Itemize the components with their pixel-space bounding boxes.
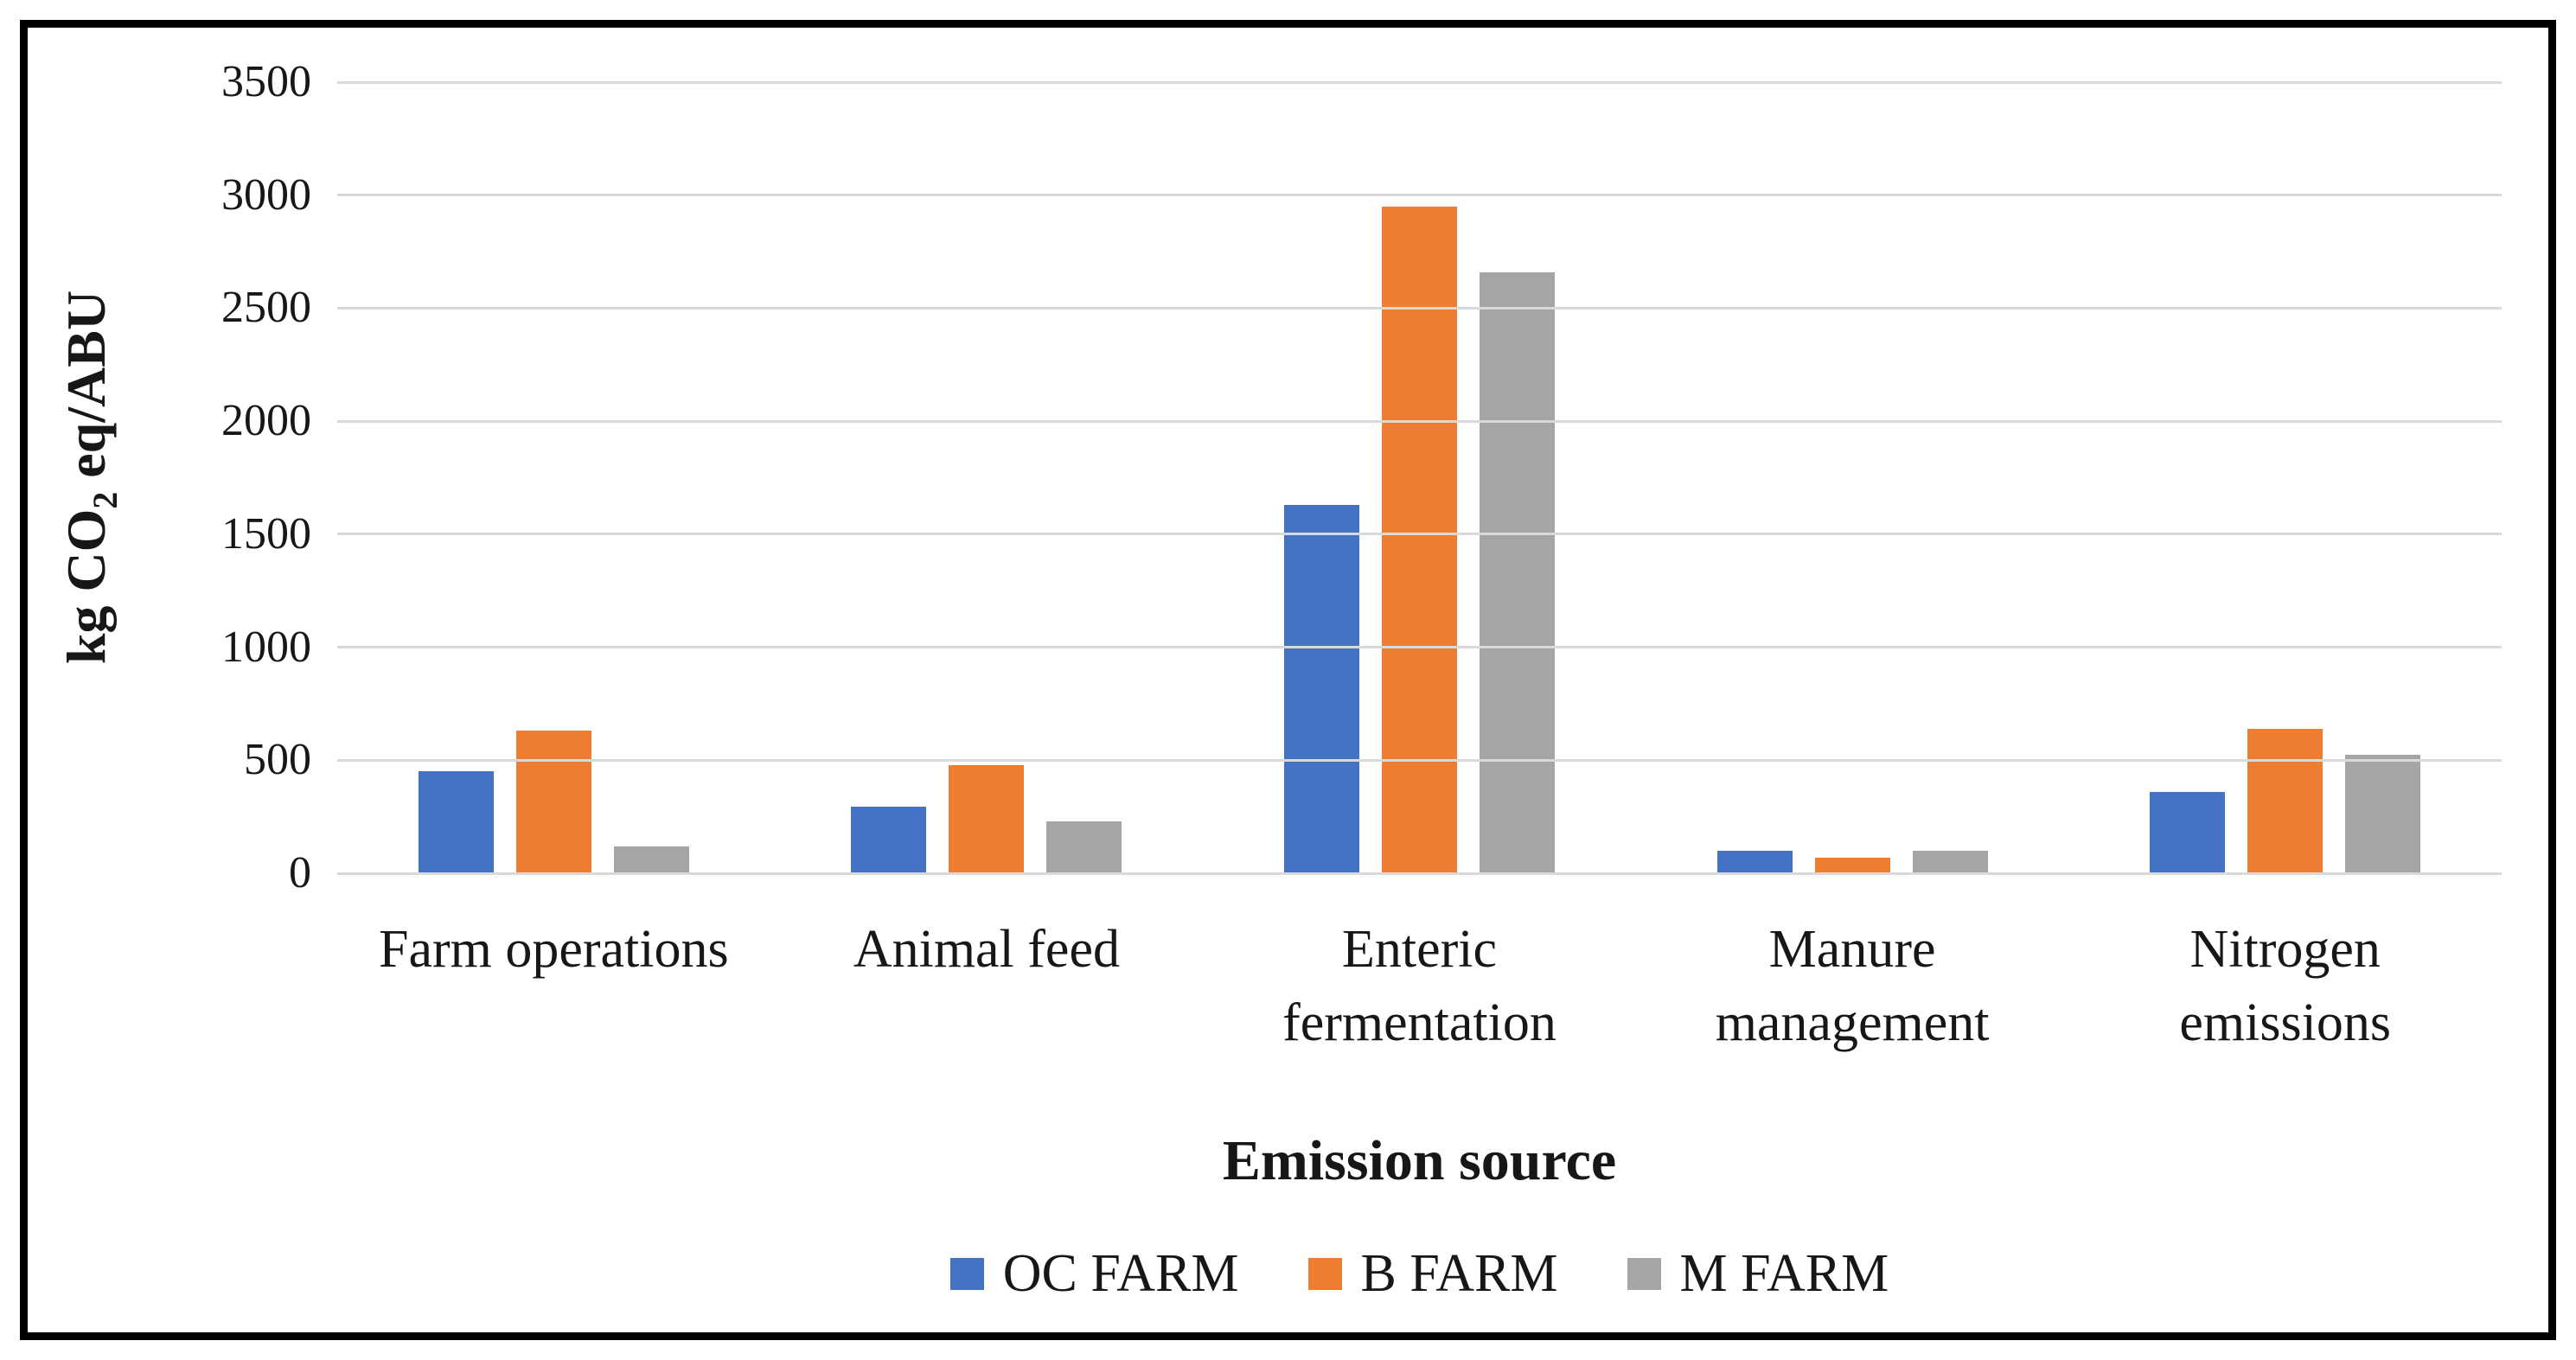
bar-b-farm-manure-management [1814,858,1890,873]
gridline-500 [337,758,2502,762]
bar-m-farm-animal-feed [1046,821,1122,873]
legend-swatch-b-farm [1307,1258,1342,1290]
legend-label-m-farm: M FARM [1679,1244,1889,1303]
y-axis-tick-label: 3500 [221,57,311,106]
y-axis-tick-label: 2500 [221,283,311,333]
category-label-animal-feed: Animal feed [853,920,1120,979]
category-label-manure-management: Manure management [1715,920,1990,1052]
bar-group-enteric-fermentation [1203,82,1636,873]
y-axis-title-subscript: 2 [86,491,125,509]
y-axis-tick-label: 2000 [221,396,311,446]
bar-m-farm-enteric-fermentation [1479,272,1555,873]
gridline-3000 [337,194,2502,197]
category-label-farm-operations: Farm operations [378,920,729,979]
bar-group-animal-feed [770,82,1204,873]
y-axis-tick-label: 500 [244,735,311,785]
bar-group-nitrogen-emissions [2068,82,2502,873]
y-axis-tick-label: 0 [289,848,311,897]
x-axis-title: Emission source [1222,1129,1617,1192]
bar-groups [337,82,2502,873]
category-label-enteric-fermentation: Enteric fermentation [1282,920,1556,1052]
legend-label-b-farm: B FARM [1360,1244,1558,1303]
bar-m-farm-farm-operations [613,846,689,873]
bar-oc-farm-manure-management [1716,851,1793,873]
bar-b-farm-enteric-fermentation [1381,207,1457,873]
legend-swatch-oc-farm [949,1258,984,1290]
category-label-nitrogen-emissions: Nitrogen emissions [2179,920,2391,1052]
bar-oc-farm-animal-feed [851,807,927,873]
bar-group-manure-management [1636,82,2069,873]
gridline-1500 [337,533,2502,536]
bar-oc-farm-farm-operations [418,771,494,873]
bar-b-farm-animal-feed [949,765,1025,873]
bar-m-farm-manure-management [1912,851,1988,873]
gridline-3500 [337,80,2502,84]
legend-item-b-farm: B FARM [1307,1243,1558,1305]
plot-area [337,80,2502,875]
gridline-2000 [337,419,2502,423]
gridline-2500 [337,306,2502,310]
bar-m-farm-nitrogen-emissions [2345,755,2421,873]
y-axis-title: kg CO2 eq/ABU [54,291,125,664]
y-axis-tick-label: 3000 [221,169,311,220]
legend: OC FARM B FARM M FARM [337,1243,2502,1305]
x-axis-labels: Farm operations Animal feed Enteric fermen… [337,913,2502,1060]
bar-b-farm-farm-operations [515,731,591,873]
gridline-1000 [337,646,2502,649]
y-axis-tick-label: 1500 [221,508,311,559]
bar-oc-farm-nitrogen-emissions [2150,792,2226,873]
bar-b-farm-nitrogen-emissions [2247,729,2324,873]
legend-swatch-m-farm [1627,1258,1661,1290]
bar-oc-farm-enteric-fermentation [1283,505,1359,873]
y-axis-tick-label: 1000 [221,622,311,672]
gridline-0 [337,872,2502,875]
legend-item-oc-farm: OC FARM [949,1243,1239,1305]
legend-item-m-farm: M FARM [1627,1243,1889,1305]
legend-label-oc-farm: OC FARM [1002,1244,1239,1303]
bar-group-farm-operations [337,82,770,873]
